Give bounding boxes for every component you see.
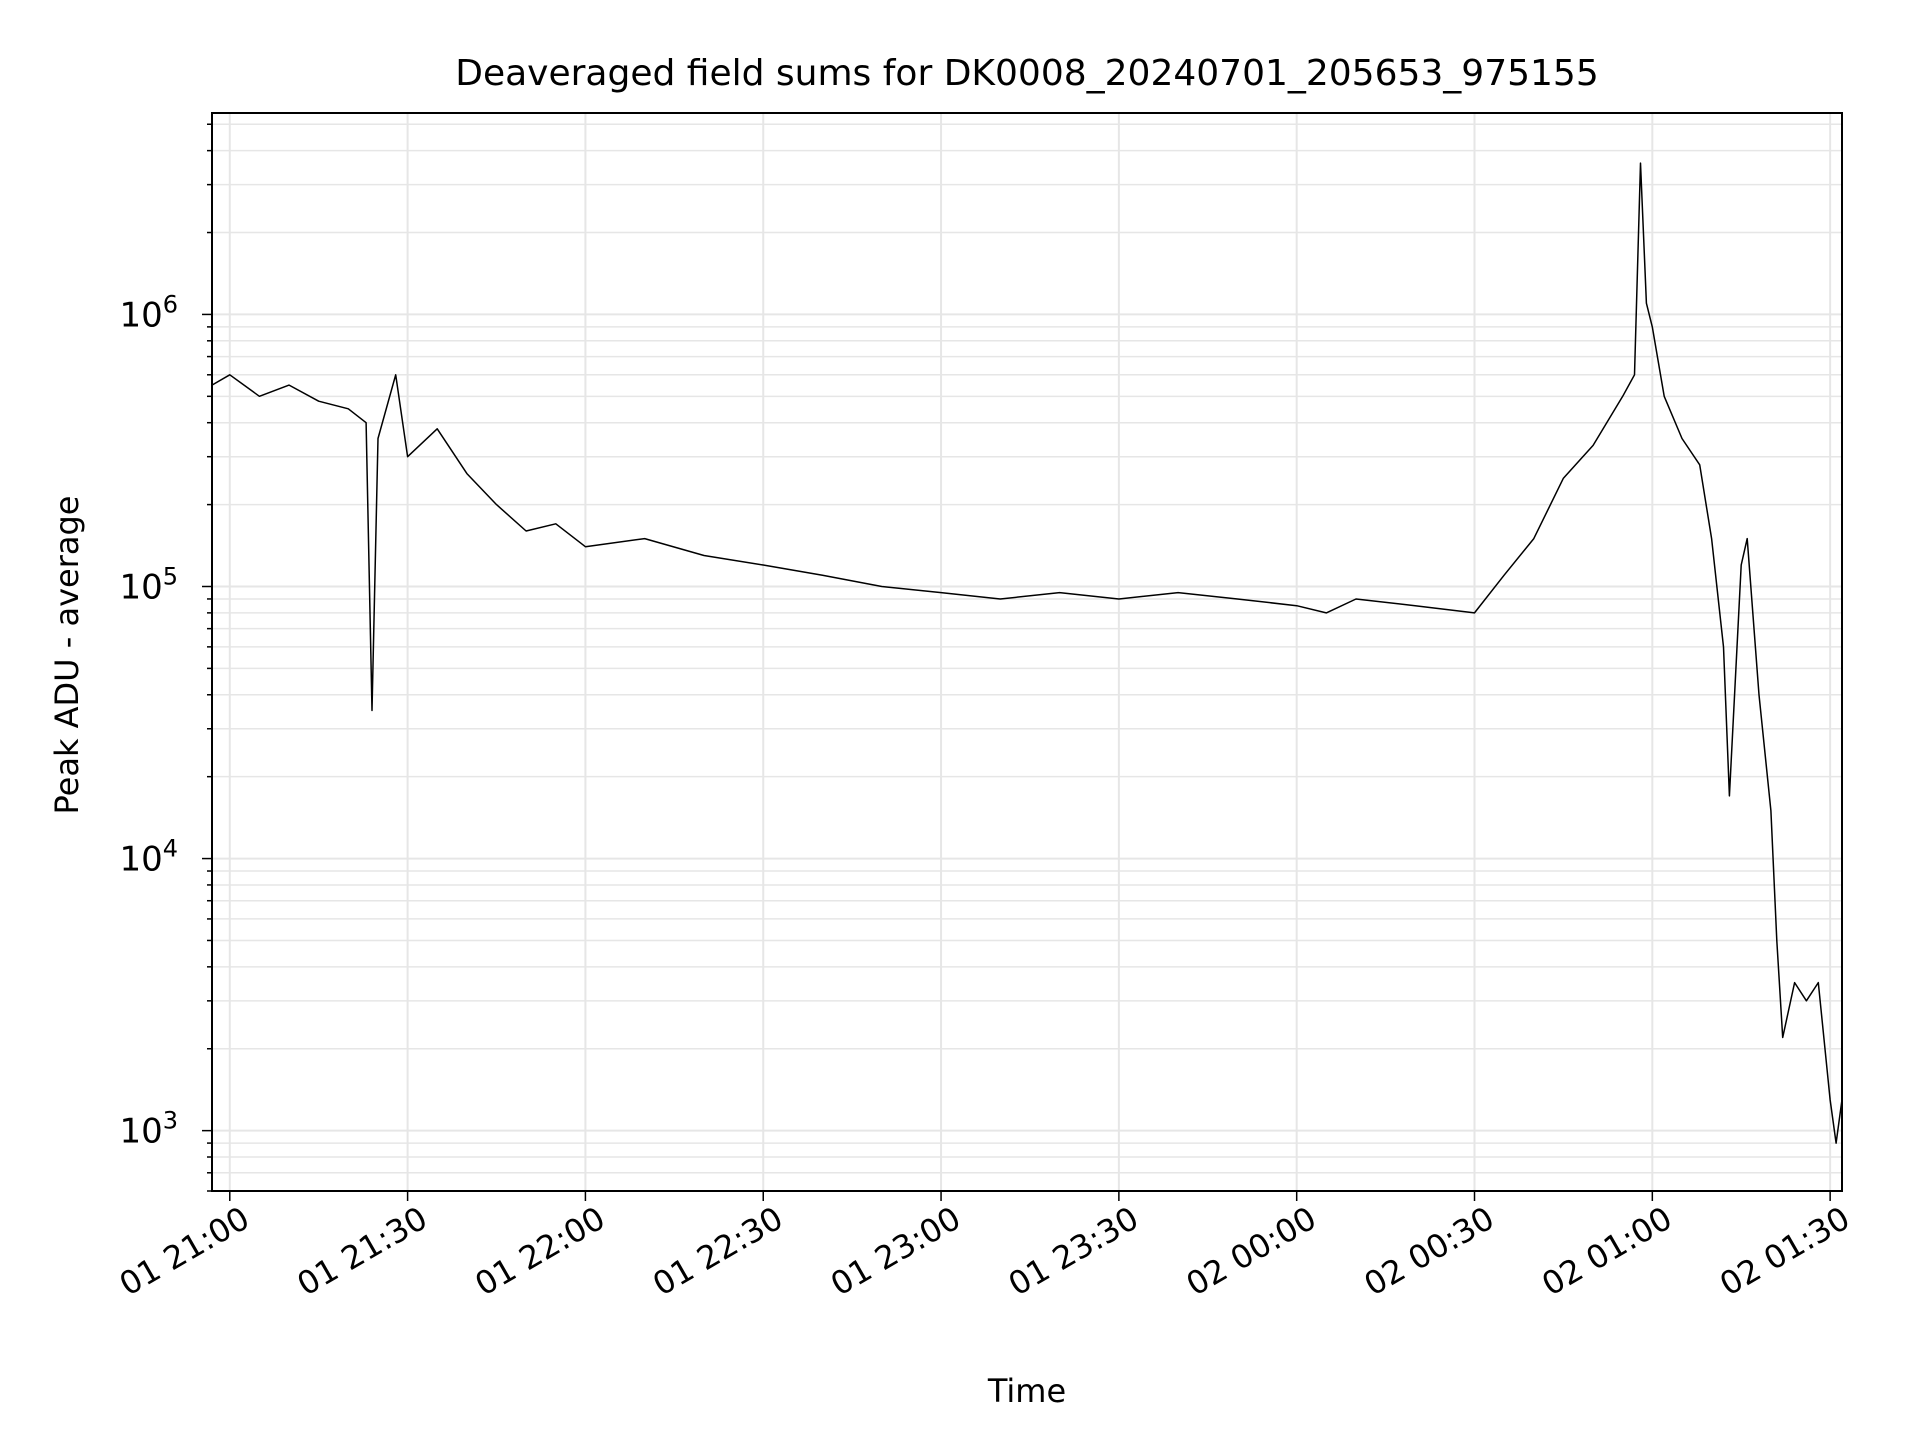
x-axis-label: Time bbox=[987, 1372, 1066, 1410]
y-axis-label: Peak ADU - average bbox=[48, 496, 86, 815]
grid bbox=[212, 113, 1842, 1192]
chart-title: Deaveraged field sums for DK0008_2024070… bbox=[455, 53, 1598, 94]
y-tick-label: 103 bbox=[119, 1107, 178, 1152]
plot-frame bbox=[211, 112, 1843, 1192]
y-tick-label: 104 bbox=[119, 835, 178, 880]
data-layer bbox=[211, 162, 1843, 1144]
y-tick-label: 106 bbox=[119, 290, 178, 335]
series-line bbox=[211, 162, 1843, 1144]
y-tick-label: 105 bbox=[119, 563, 178, 608]
